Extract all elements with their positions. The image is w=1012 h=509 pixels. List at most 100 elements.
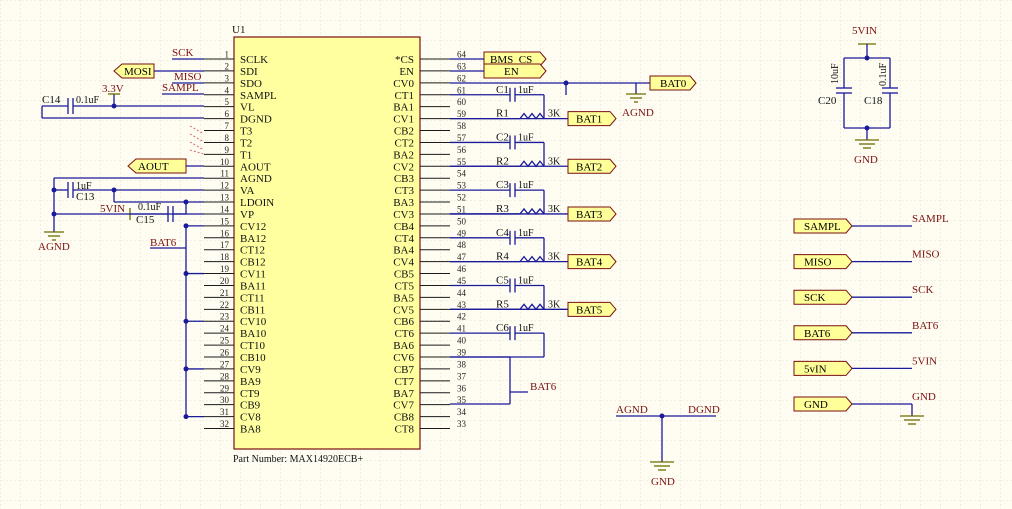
c15-designator: C15 <box>136 214 155 226</box>
port-bat[interactable] <box>567 206 617 222</box>
pin-number: 26 <box>220 348 230 358</box>
net-map-ground-symbol <box>900 404 924 425</box>
net-map-port[interactable] <box>793 396 853 412</box>
net-map-port-label: MISO <box>804 257 832 269</box>
port-bat0-label: BAT0 <box>660 78 687 90</box>
net-label-dgnd-tie: DGND <box>688 404 720 416</box>
pin-number: 1 <box>225 50 230 60</box>
pin-number: 61 <box>457 85 466 95</box>
pin-number: 56 <box>457 145 467 155</box>
port-bat-label: BAT2 <box>576 161 602 173</box>
pin-name: CV0 <box>393 78 414 90</box>
res-value: 3K <box>548 156 561 167</box>
pin-number: 6 <box>225 109 230 119</box>
pin-number: 62 <box>457 73 466 83</box>
pin-name: SDO <box>240 78 262 90</box>
res-value: 3K <box>548 252 561 263</box>
res-value: 3K <box>548 109 561 120</box>
cap-value: 1uF <box>518 323 534 334</box>
pin-name: CB5 <box>394 269 415 281</box>
port-aout-label: AOUT <box>138 161 169 173</box>
net-map-port-label: 5vIN <box>804 363 827 375</box>
net-map-port[interactable] <box>793 218 853 234</box>
pin-number: 2 <box>225 61 230 71</box>
pin-number: 59 <box>457 109 467 119</box>
u1-pins: 1 SCLK 2 SDI 3 SDO 4 SAMPL 5 VL 6 DGND 7 T3 8 T2 9 T1 10 AO… <box>204 50 467 436</box>
pin-number: 9 <box>225 145 230 155</box>
pin-name: BA8 <box>240 424 261 436</box>
pin-number: 5 <box>225 97 230 107</box>
port-bat[interactable] <box>567 254 617 270</box>
pin-number: 57 <box>457 133 467 143</box>
pin-name: BA5 <box>393 292 414 304</box>
pin-name: CT2 <box>394 137 414 149</box>
res-designator: R1 <box>496 108 509 120</box>
net-map-port[interactable] <box>793 360 853 376</box>
net-map-net-label: SCK <box>912 284 933 296</box>
net-label-3v3: 3.3V <box>102 83 124 95</box>
pin-number: 3 <box>225 73 230 83</box>
u1-body[interactable] <box>233 36 421 450</box>
pin-number: 7 <box>225 121 230 131</box>
pin-number: 23 <box>220 312 230 322</box>
pin-name: EN <box>399 66 414 78</box>
net-map-port-label: SCK <box>804 292 825 304</box>
pin-name: CB11 <box>240 304 265 316</box>
c20-value: 10uF <box>830 63 841 84</box>
pin-number: 27 <box>220 359 230 369</box>
pin-number: 18 <box>220 252 230 262</box>
pin-name: VA <box>240 185 255 197</box>
pin-number: 53 <box>457 181 467 191</box>
net-map-port[interactable] <box>793 289 853 305</box>
pin-name: CT9 <box>240 388 260 400</box>
net-map-net-label: GND <box>912 391 936 403</box>
net-map-port[interactable] <box>793 254 853 270</box>
pin-number: 41 <box>457 324 466 334</box>
pin-name: T1 <box>240 149 252 161</box>
pin-name: CV2 <box>393 161 414 173</box>
pin-name: CB8 <box>394 412 415 424</box>
pin-number: 42 <box>457 312 466 322</box>
pin-name: CV1 <box>393 114 414 126</box>
pin-name: CB2 <box>394 126 414 138</box>
res-value: 3K <box>548 299 561 310</box>
pin-number: 55 <box>457 157 467 167</box>
pin-name: BA10 <box>240 328 267 340</box>
pin-name: BA12 <box>240 233 266 245</box>
pin-name: AOUT <box>240 161 271 173</box>
pin-name: AGND <box>240 173 272 185</box>
pin-name: SDI <box>240 66 258 78</box>
pin-name: CT8 <box>394 424 414 436</box>
pin-number: 46 <box>457 264 467 274</box>
pin-number: 38 <box>457 359 467 369</box>
port-bat0[interactable] <box>649 75 697 91</box>
port-en[interactable] <box>483 63 547 79</box>
pin-number: 17 <box>220 240 230 250</box>
port-bat[interactable] <box>567 111 617 127</box>
pin-name: CT12 <box>240 245 265 257</box>
pin-number: 52 <box>457 193 466 203</box>
cap-value: 1uF <box>518 275 534 286</box>
pin-number: 16 <box>220 228 230 238</box>
pin-name: CT4 <box>394 233 414 245</box>
port-bat[interactable] <box>567 301 617 317</box>
pin-name: CT1 <box>394 90 414 102</box>
pin-number: 40 <box>457 336 467 346</box>
pin-number: 36 <box>457 383 467 393</box>
pin-name: VL <box>240 102 255 114</box>
net-label-miso: MISO <box>174 71 202 83</box>
pin-name: *CS <box>395 54 414 66</box>
pin-name: T3 <box>240 126 253 138</box>
port-mosi[interactable] <box>113 63 155 79</box>
pin-number: 32 <box>220 419 229 429</box>
pin-name: CB10 <box>240 352 266 364</box>
port-en-label: EN <box>504 66 519 78</box>
port-bat[interactable] <box>567 158 617 174</box>
pin-name: SAMPL <box>240 90 277 102</box>
port-bms-cs-label: BMS_CS <box>490 54 532 66</box>
pin-name: CT6 <box>394 328 414 340</box>
pin-number: 60 <box>457 97 467 107</box>
pin-name: CV11 <box>240 269 266 281</box>
pin-name: CV6 <box>393 352 414 364</box>
net-map-port[interactable] <box>793 325 853 341</box>
